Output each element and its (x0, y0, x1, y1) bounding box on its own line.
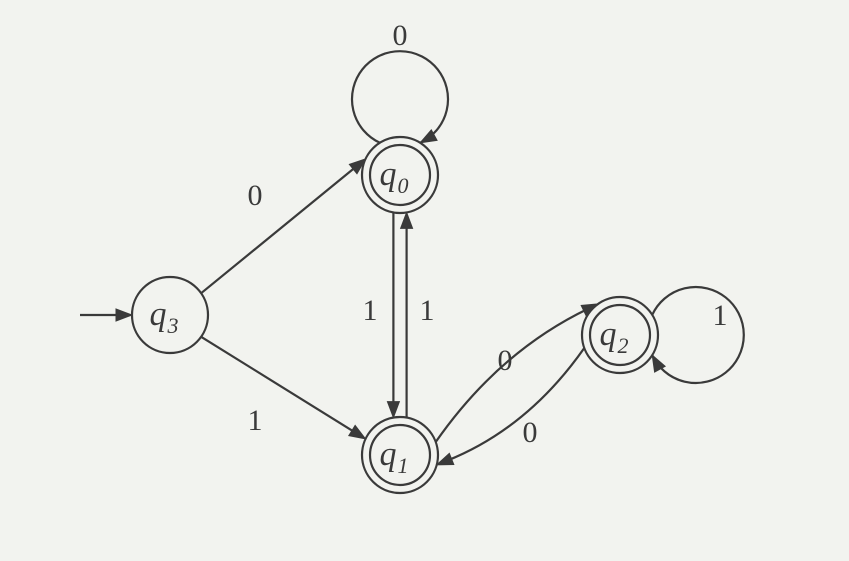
state-label-sub: 1 (398, 453, 409, 478)
state-q0: q0 (362, 137, 438, 213)
edge-label: 1 (248, 404, 263, 437)
state-q2: q2 (582, 297, 658, 373)
state-label-base: q (380, 156, 397, 193)
automaton-diagram: 01110001 q3q0q1q2 (0, 0, 849, 561)
state-label-sub: 3 (167, 313, 179, 338)
state-label-sub: 0 (398, 173, 409, 198)
state-label-base: q (150, 296, 167, 333)
state-q1: q1 (362, 417, 438, 493)
edge-label: 0 (498, 344, 513, 377)
edge-label: 1 (420, 294, 435, 327)
edge-label: 1 (713, 299, 728, 332)
edge-label: 0 (248, 179, 263, 212)
edge-label: 1 (363, 294, 378, 327)
state-q3: q3 (132, 277, 208, 353)
state-label-sub: 2 (618, 333, 629, 358)
edge-label: 0 (523, 416, 538, 449)
edge-label: 0 (393, 19, 408, 52)
state-label-base: q (600, 316, 617, 353)
state-label-base: q (380, 436, 397, 473)
